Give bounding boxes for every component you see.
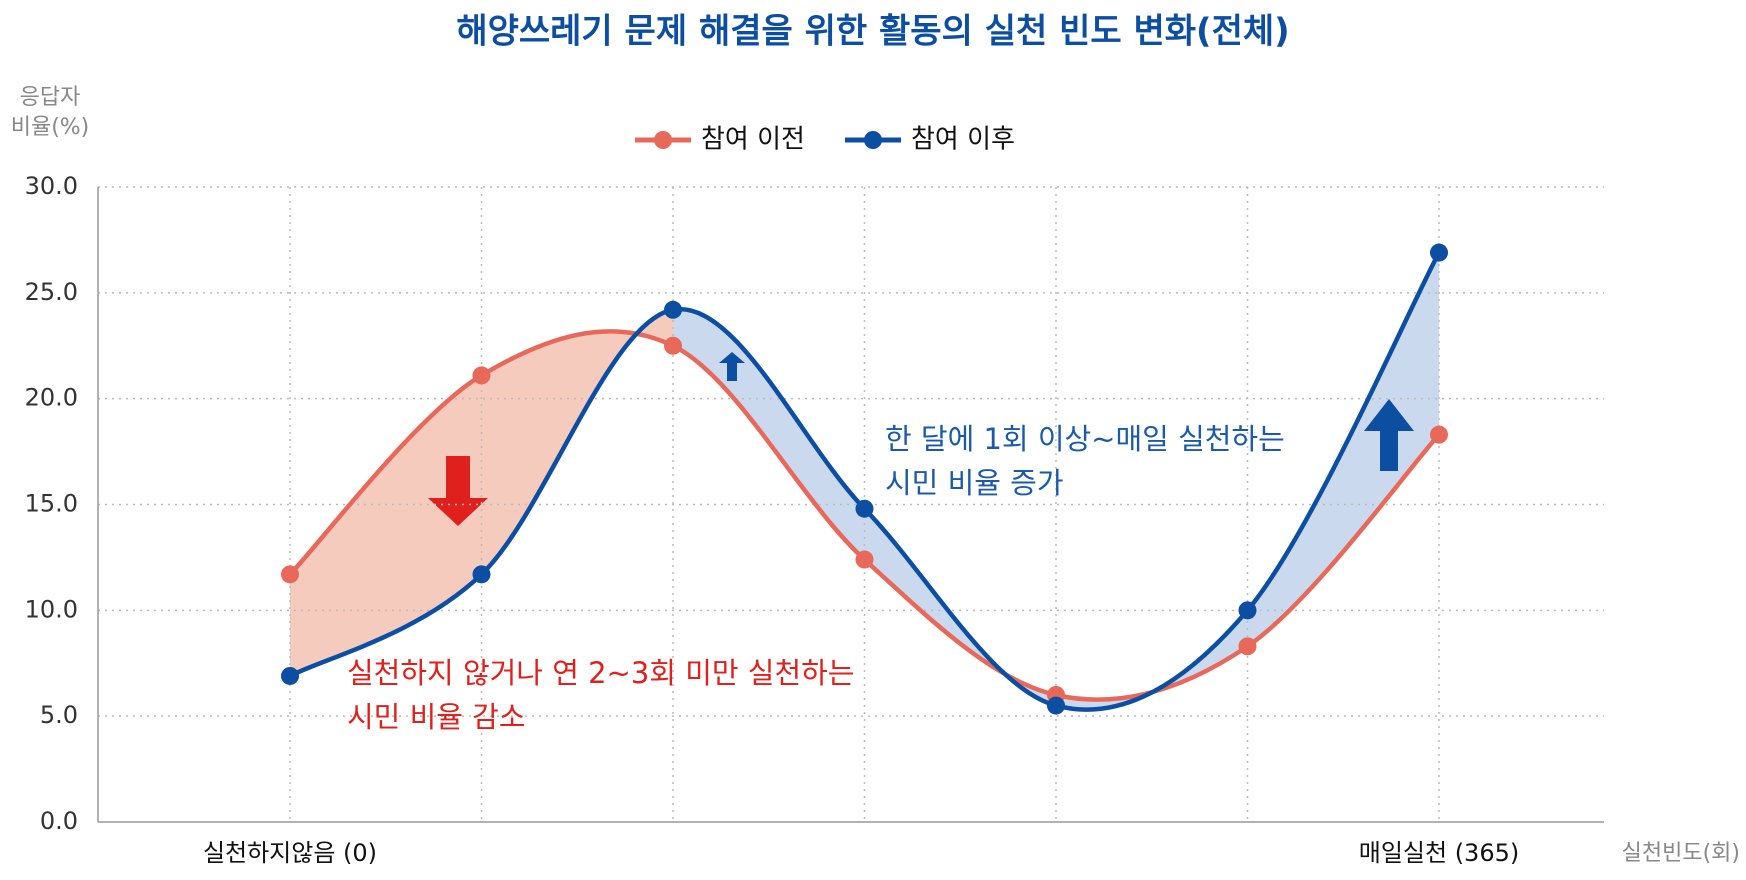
chart-title: 해양쓰레기 문제 해결을 위한 활동의 실천 빈도 변화(전체) <box>456 12 1289 52</box>
legend-marker <box>654 131 672 149</box>
y-tick-label: 10.0 <box>25 595 78 623</box>
down-arrow <box>428 456 488 526</box>
data-point <box>281 565 299 584</box>
data-point <box>855 550 874 569</box>
annotation: 시민 비율 감소 <box>347 700 526 734</box>
data-point <box>472 565 491 584</box>
data-point <box>281 666 299 685</box>
y-axis-label: 비율(%) <box>11 115 90 140</box>
data-point <box>855 499 874 518</box>
gap-area <box>673 309 865 560</box>
legend-label: 참여 이후 <box>911 125 1015 155</box>
y-axis-label: 응답자 <box>20 85 81 110</box>
x-tick-label: 매일실천 (365) <box>1359 839 1519 867</box>
annotation: 시민 비율 증가 <box>885 466 1064 500</box>
legend-marker <box>864 131 882 149</box>
legend-label: 참여 이전 <box>701 125 805 155</box>
y-tick-label: 15.0 <box>25 490 78 518</box>
data-point <box>664 336 682 355</box>
data-point <box>1238 637 1257 656</box>
data-point <box>1047 696 1065 715</box>
y-tick-label: 30.0 <box>25 172 78 200</box>
y-tick-label: 25.0 <box>25 278 78 306</box>
annotation: 한 달에 1회 이상~매일 실천하는 <box>885 422 1285 456</box>
gap-area <box>481 309 673 575</box>
data-point <box>664 300 682 319</box>
y-tick-label: 20.0 <box>25 384 78 412</box>
y-tick-label: 5.0 <box>40 701 78 729</box>
gap-area <box>290 375 482 676</box>
up-arrow <box>1364 399 1414 471</box>
up-arrow <box>719 352 745 381</box>
x-axis-label: 실천빈도(회) <box>1622 841 1740 866</box>
x-tick-label: 실천하지않음 (0) <box>203 839 377 867</box>
data-point <box>472 366 491 385</box>
y-tick-label: 0.0 <box>40 807 78 835</box>
data-point <box>1430 425 1448 444</box>
data-point <box>1238 601 1257 620</box>
annotation: 실천하지 않거나 연 2~3회 미만 실천하는 <box>347 656 855 690</box>
data-point <box>1430 243 1448 262</box>
